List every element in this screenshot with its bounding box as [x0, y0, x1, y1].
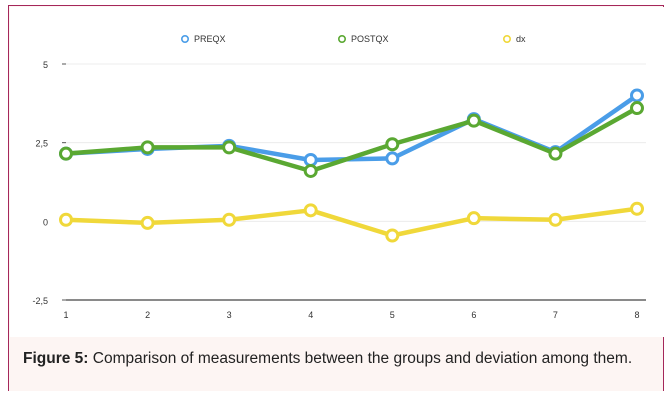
legend-label: dx [516, 34, 526, 44]
legend-item-postqx: POSTQX [337, 34, 389, 44]
data-point [630, 201, 644, 216]
data-point [385, 151, 400, 166]
x-tick-label: 4 [308, 310, 313, 320]
x-tick-label: 2 [145, 310, 150, 320]
data-point [59, 146, 73, 161]
y-tick-label: 5 [43, 60, 48, 70]
x-tick-label: 7 [553, 310, 558, 320]
figure-frame: 5 2,5 0 -2,5 1 2 3 4 5 6 7 8 PREQX POSTQX dx Figure 5… [8, 5, 664, 391]
data-point [140, 140, 155, 155]
data-point [222, 140, 237, 155]
x-tick-label: 5 [390, 310, 395, 320]
series-line [63, 105, 640, 174]
legend-item-dx: dx [502, 34, 526, 44]
x-tick-label: 6 [471, 310, 476, 320]
series-postqx [59, 101, 644, 178]
data-point [303, 203, 318, 218]
y-tick-label: 0 [43, 217, 48, 227]
data-point [466, 211, 481, 226]
data-point [548, 146, 563, 161]
data-point [548, 212, 563, 227]
y-tick-label: 2,5 [35, 139, 48, 149]
legend-label: PREQX [194, 34, 226, 44]
legend-label: POSTQX [351, 34, 389, 44]
data-point [385, 137, 400, 152]
chart-area: 5 2,5 0 -2,5 1 2 3 4 5 6 7 8 PREQX POSTQX dx [10, 7, 664, 337]
line-chart: 5 2,5 0 -2,5 1 2 3 4 5 6 7 8 PREQX POSTQX dx [32, 34, 646, 320]
legend-item-preqx: PREQX [181, 34, 226, 44]
caption-text: Comparison of measurements between the g… [88, 350, 633, 367]
data-point [466, 113, 481, 128]
data-point [630, 101, 644, 116]
x-tick-label: 8 [634, 310, 639, 320]
caption-label: Figure 5: [23, 350, 89, 367]
series-dx [59, 201, 644, 243]
data-point [385, 228, 400, 243]
y-tick-label: -2,5 [32, 296, 48, 306]
data-point [222, 212, 237, 227]
x-tick-label: 3 [227, 310, 232, 320]
legend-marker [502, 34, 511, 43]
x-tick-label: 1 [63, 310, 68, 320]
data-point [630, 88, 644, 103]
data-point [140, 215, 155, 230]
series-line [63, 206, 640, 238]
figure-caption: Figure 5: Comparison of measurements bet… [23, 348, 663, 369]
legend-marker [181, 34, 190, 43]
data-point [303, 163, 318, 178]
data-point [303, 152, 318, 167]
data-point [59, 212, 73, 227]
legend-marker [337, 34, 346, 43]
